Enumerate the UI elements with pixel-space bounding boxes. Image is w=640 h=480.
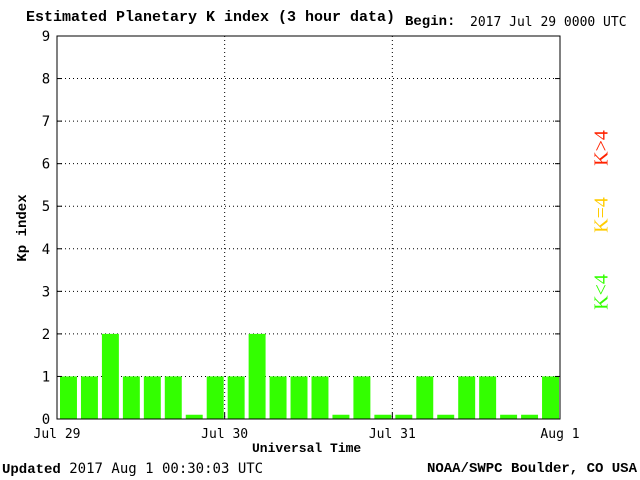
y-tick-label: 2 xyxy=(42,327,50,343)
kp-bar xyxy=(437,414,455,419)
kp-bar xyxy=(542,376,559,419)
plot-frame xyxy=(56,35,561,420)
kp-bar xyxy=(60,376,77,419)
kp-bar xyxy=(185,414,203,419)
kp-bar xyxy=(332,414,350,419)
chart-title: Estimated Planetary K index (3 hour data… xyxy=(26,9,396,26)
x-tick-label: Aug 1 xyxy=(540,427,579,442)
kp-bar xyxy=(164,376,182,419)
kp-bar xyxy=(290,376,308,419)
credit-line: NOAA/SWPC Boulder, CO USA xyxy=(426,461,637,477)
x-axis-title: Universal Time xyxy=(252,441,362,456)
y-tick-label: 1 xyxy=(42,369,50,385)
kp-bar xyxy=(500,414,518,419)
y-tick-label: 9 xyxy=(42,29,50,45)
kp-bar xyxy=(416,376,434,419)
x-tick-label: Jul 31 xyxy=(369,427,416,442)
kp-bar xyxy=(122,376,140,419)
kp-bar xyxy=(521,414,539,419)
y-tick-label: 8 xyxy=(42,72,50,88)
legend-k-greater-4: K>4 xyxy=(590,130,613,166)
x-tick-label: Jul 30 xyxy=(201,427,248,442)
y-axis-title: Kp index xyxy=(15,194,31,262)
y-tick-label: 0 xyxy=(42,412,50,428)
x-tick-label: Jul 29 xyxy=(34,427,81,442)
y-tick-label: 7 xyxy=(42,114,50,130)
y-tick-label: 6 xyxy=(42,157,50,173)
updated-timestamp: Updated 2017 Aug 1 00:30:03 UTC xyxy=(2,461,263,478)
y-tick-label: 3 xyxy=(42,284,50,300)
kp-bar xyxy=(269,376,287,419)
kp-bar xyxy=(458,376,476,419)
legend-k-equal-4: K=4 xyxy=(590,197,613,233)
y-tick-label: 5 xyxy=(42,199,50,215)
kp-bar xyxy=(206,376,224,419)
begin-value: 2017 Jul 29 0000 UTC xyxy=(470,15,627,30)
updated-label: Updated xyxy=(2,462,61,478)
begin-label: Begin: xyxy=(405,14,456,30)
kp-bar xyxy=(101,333,119,419)
kp-bar xyxy=(227,376,245,419)
updated-value: 2017 Aug 1 00:30:03 UTC xyxy=(69,461,264,477)
kp-bar xyxy=(353,376,371,419)
kp-bar xyxy=(311,376,329,419)
kp-bar xyxy=(143,376,161,419)
kp-bar xyxy=(80,376,98,419)
y-tick-label: 4 xyxy=(42,242,50,258)
kp-bar xyxy=(374,414,392,419)
kp-bar xyxy=(248,333,266,419)
legend-k-less-4: K<4 xyxy=(590,274,613,310)
kp-bar xyxy=(395,414,413,419)
kp-bar xyxy=(479,376,497,419)
